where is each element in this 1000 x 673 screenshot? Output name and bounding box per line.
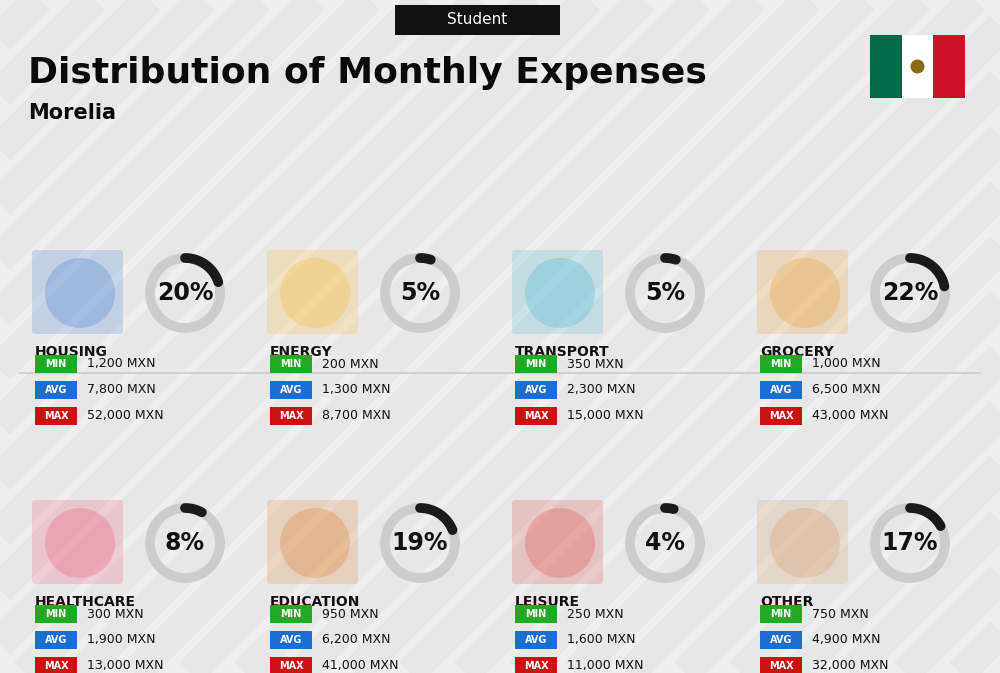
Text: AVG: AVG xyxy=(770,385,792,395)
Text: 41,000 MXN: 41,000 MXN xyxy=(322,660,398,672)
FancyBboxPatch shape xyxy=(270,605,312,623)
FancyBboxPatch shape xyxy=(270,657,312,673)
Text: MIN: MIN xyxy=(45,609,67,619)
FancyBboxPatch shape xyxy=(267,250,358,334)
Text: 1,200 MXN: 1,200 MXN xyxy=(87,357,156,371)
Text: 350 MXN: 350 MXN xyxy=(567,357,624,371)
FancyBboxPatch shape xyxy=(515,355,557,373)
FancyBboxPatch shape xyxy=(515,381,557,399)
Text: 250 MXN: 250 MXN xyxy=(567,608,624,621)
Text: AVG: AVG xyxy=(280,385,302,395)
FancyBboxPatch shape xyxy=(515,605,557,623)
Text: ENERGY: ENERGY xyxy=(270,345,333,359)
Text: 5%: 5% xyxy=(400,281,440,305)
FancyBboxPatch shape xyxy=(515,631,557,649)
Circle shape xyxy=(280,258,350,328)
Text: TRANSPORT: TRANSPORT xyxy=(515,345,610,359)
FancyBboxPatch shape xyxy=(512,250,603,334)
Text: AVG: AVG xyxy=(525,635,547,645)
Text: MAX: MAX xyxy=(769,411,793,421)
Circle shape xyxy=(525,508,595,578)
Text: 2,300 MXN: 2,300 MXN xyxy=(567,384,636,396)
Text: 1,600 MXN: 1,600 MXN xyxy=(567,633,636,647)
Text: 15,000 MXN: 15,000 MXN xyxy=(567,409,644,423)
Text: Morelia: Morelia xyxy=(28,103,116,123)
FancyBboxPatch shape xyxy=(512,500,603,584)
FancyBboxPatch shape xyxy=(395,5,560,35)
Text: MAX: MAX xyxy=(44,411,68,421)
Text: MIN: MIN xyxy=(525,359,547,369)
FancyBboxPatch shape xyxy=(760,657,802,673)
Circle shape xyxy=(280,508,350,578)
Text: MIN: MIN xyxy=(525,609,547,619)
Text: 300 MXN: 300 MXN xyxy=(87,608,144,621)
Text: AVG: AVG xyxy=(525,385,547,395)
Circle shape xyxy=(45,258,115,328)
Text: MIN: MIN xyxy=(280,609,302,619)
Text: AVG: AVG xyxy=(45,385,67,395)
Text: 19%: 19% xyxy=(392,531,448,555)
FancyBboxPatch shape xyxy=(270,631,312,649)
Text: 750 MXN: 750 MXN xyxy=(812,608,869,621)
Text: MAX: MAX xyxy=(279,411,303,421)
FancyBboxPatch shape xyxy=(270,381,312,399)
Text: AVG: AVG xyxy=(280,635,302,645)
FancyBboxPatch shape xyxy=(35,381,77,399)
Text: Distribution of Monthly Expenses: Distribution of Monthly Expenses xyxy=(28,56,707,90)
Text: 5%: 5% xyxy=(645,281,685,305)
Text: 8%: 8% xyxy=(165,531,205,555)
Text: MAX: MAX xyxy=(524,411,548,421)
Text: 4,900 MXN: 4,900 MXN xyxy=(812,633,881,647)
Text: MIN: MIN xyxy=(770,359,792,369)
Text: 32,000 MXN: 32,000 MXN xyxy=(812,660,889,672)
Text: MAX: MAX xyxy=(524,661,548,671)
Text: MIN: MIN xyxy=(45,359,67,369)
Text: 20%: 20% xyxy=(157,281,213,305)
Text: 7,800 MXN: 7,800 MXN xyxy=(87,384,156,396)
Circle shape xyxy=(45,508,115,578)
Text: AVG: AVG xyxy=(45,635,67,645)
Text: Student: Student xyxy=(447,13,508,28)
Text: 11,000 MXN: 11,000 MXN xyxy=(567,660,644,672)
Text: 43,000 MXN: 43,000 MXN xyxy=(812,409,889,423)
FancyBboxPatch shape xyxy=(902,35,933,98)
Text: OTHER: OTHER xyxy=(760,595,813,609)
Text: 52,000 MXN: 52,000 MXN xyxy=(87,409,164,423)
FancyBboxPatch shape xyxy=(270,407,312,425)
Text: 1,000 MXN: 1,000 MXN xyxy=(812,357,881,371)
FancyBboxPatch shape xyxy=(267,500,358,584)
FancyBboxPatch shape xyxy=(35,355,77,373)
FancyBboxPatch shape xyxy=(35,631,77,649)
FancyBboxPatch shape xyxy=(757,250,848,334)
Text: 1,900 MXN: 1,900 MXN xyxy=(87,633,156,647)
FancyBboxPatch shape xyxy=(270,355,312,373)
Circle shape xyxy=(770,508,840,578)
FancyBboxPatch shape xyxy=(32,500,123,584)
FancyBboxPatch shape xyxy=(757,500,848,584)
Text: HEALTHCARE: HEALTHCARE xyxy=(35,595,136,609)
Text: AVG: AVG xyxy=(770,635,792,645)
Circle shape xyxy=(525,258,595,328)
FancyBboxPatch shape xyxy=(32,250,123,334)
Text: 6,200 MXN: 6,200 MXN xyxy=(322,633,390,647)
FancyBboxPatch shape xyxy=(933,35,965,98)
FancyBboxPatch shape xyxy=(35,657,77,673)
FancyBboxPatch shape xyxy=(515,407,557,425)
FancyBboxPatch shape xyxy=(760,381,802,399)
Text: 6,500 MXN: 6,500 MXN xyxy=(812,384,881,396)
Text: LEISURE: LEISURE xyxy=(515,595,580,609)
Circle shape xyxy=(770,258,840,328)
Text: GROCERY: GROCERY xyxy=(760,345,834,359)
Text: EDUCATION: EDUCATION xyxy=(270,595,360,609)
Text: 8,700 MXN: 8,700 MXN xyxy=(322,409,391,423)
FancyBboxPatch shape xyxy=(870,35,902,98)
FancyBboxPatch shape xyxy=(760,605,802,623)
Text: MAX: MAX xyxy=(769,661,793,671)
FancyBboxPatch shape xyxy=(760,631,802,649)
Text: HOUSING: HOUSING xyxy=(35,345,108,359)
Text: 200 MXN: 200 MXN xyxy=(322,357,379,371)
Text: MAX: MAX xyxy=(44,661,68,671)
Circle shape xyxy=(910,59,924,73)
FancyBboxPatch shape xyxy=(515,657,557,673)
